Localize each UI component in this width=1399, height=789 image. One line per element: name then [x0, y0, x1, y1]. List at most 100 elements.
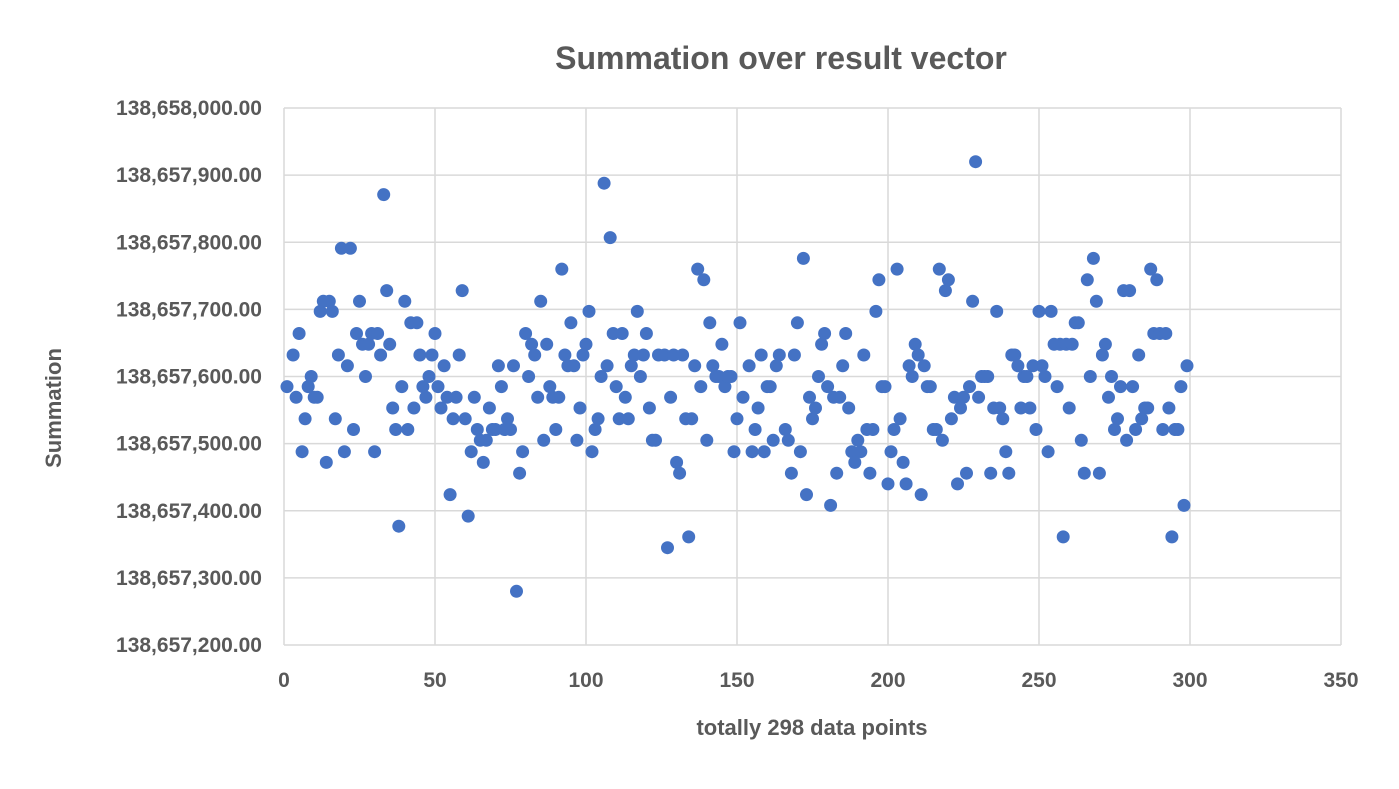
y-axis-ticks: 138,657,200.00 138,657,300.00 138,657,400.… — [116, 97, 262, 657]
data-point — [374, 348, 388, 362]
data-point — [845, 445, 859, 459]
data-point — [1080, 273, 1094, 287]
data-point — [658, 348, 671, 362]
data-point — [567, 359, 581, 373]
data-point — [890, 262, 904, 276]
data-point — [449, 390, 463, 404]
data-point — [796, 251, 810, 265]
data-point — [334, 241, 348, 255]
data-point — [1086, 251, 1100, 265]
data-point — [790, 316, 804, 330]
data-point — [793, 445, 807, 459]
data-point — [1095, 348, 1109, 362]
data-point — [941, 273, 955, 287]
data-point — [1089, 294, 1103, 308]
data-point — [1174, 380, 1188, 394]
data-point — [1071, 316, 1085, 330]
data-point — [377, 188, 391, 202]
data-point — [328, 412, 342, 426]
data-point — [947, 390, 961, 404]
data-point — [854, 445, 868, 459]
data-point — [703, 316, 717, 330]
data-point — [516, 445, 530, 459]
data-point — [715, 337, 729, 351]
data-point — [627, 348, 641, 362]
data-point — [800, 488, 813, 502]
data-point — [570, 433, 584, 447]
data-point — [893, 412, 907, 426]
data-point — [295, 445, 309, 459]
data-points — [280, 155, 1194, 598]
data-point — [606, 327, 620, 340]
data-point — [476, 455, 490, 469]
data-point — [588, 423, 602, 436]
data-point — [292, 327, 306, 340]
data-point — [706, 359, 720, 373]
data-point — [347, 423, 360, 436]
data-point — [866, 423, 880, 436]
data-point — [984, 466, 998, 480]
data-point — [431, 380, 445, 394]
data-point — [398, 294, 412, 308]
y-tick-label: 138,658,000.00 — [116, 97, 262, 120]
data-point — [597, 176, 611, 190]
data-point — [724, 370, 738, 383]
data-point — [525, 337, 539, 351]
data-point — [742, 359, 756, 373]
data-point — [319, 455, 333, 469]
data-point — [981, 370, 995, 383]
data-point — [899, 477, 913, 491]
data-point — [769, 359, 783, 373]
data-point — [673, 466, 687, 480]
data-point — [745, 445, 759, 459]
x-tick-label: 300 — [1172, 669, 1207, 692]
data-point — [863, 466, 877, 480]
data-point — [812, 370, 825, 383]
data-point — [591, 412, 605, 426]
data-point — [727, 445, 741, 459]
data-point — [664, 390, 678, 404]
data-point — [464, 445, 478, 459]
data-point — [766, 433, 780, 447]
data-point — [467, 390, 481, 404]
data-point — [434, 401, 448, 415]
data-point — [748, 423, 762, 436]
data-point — [507, 359, 520, 373]
data-point — [667, 348, 681, 362]
y-tick-label: 138,657,600.00 — [116, 366, 262, 389]
data-point — [549, 423, 563, 436]
data-point — [1108, 423, 1121, 436]
data-point — [833, 390, 847, 404]
data-point — [443, 488, 457, 502]
data-point — [914, 488, 928, 502]
data-point — [917, 359, 931, 373]
data-point — [419, 390, 433, 404]
data-point — [359, 370, 372, 383]
data-point — [1029, 423, 1043, 436]
y-axis-label: Summation — [41, 348, 66, 468]
data-point — [670, 455, 684, 469]
data-point — [733, 316, 747, 330]
data-point — [482, 401, 496, 415]
data-point — [700, 433, 714, 447]
data-point — [884, 445, 898, 459]
data-point — [413, 348, 427, 362]
data-point — [440, 390, 454, 404]
data-point — [757, 445, 771, 459]
data-point — [313, 304, 327, 318]
data-point — [322, 294, 336, 308]
data-point — [362, 337, 376, 351]
x-axis-ticks: 0 50 100 150 200 250 300 350 — [278, 669, 1358, 692]
data-point — [350, 327, 363, 340]
data-point — [615, 327, 629, 340]
data-point — [999, 445, 1013, 459]
data-point — [1144, 262, 1158, 276]
data-point — [1123, 284, 1137, 298]
chart-title: Summation over result vector — [555, 40, 1007, 76]
data-point — [425, 348, 439, 362]
data-point — [951, 477, 964, 491]
data-point — [815, 337, 829, 351]
data-point — [836, 359, 850, 373]
data-point — [896, 455, 910, 469]
